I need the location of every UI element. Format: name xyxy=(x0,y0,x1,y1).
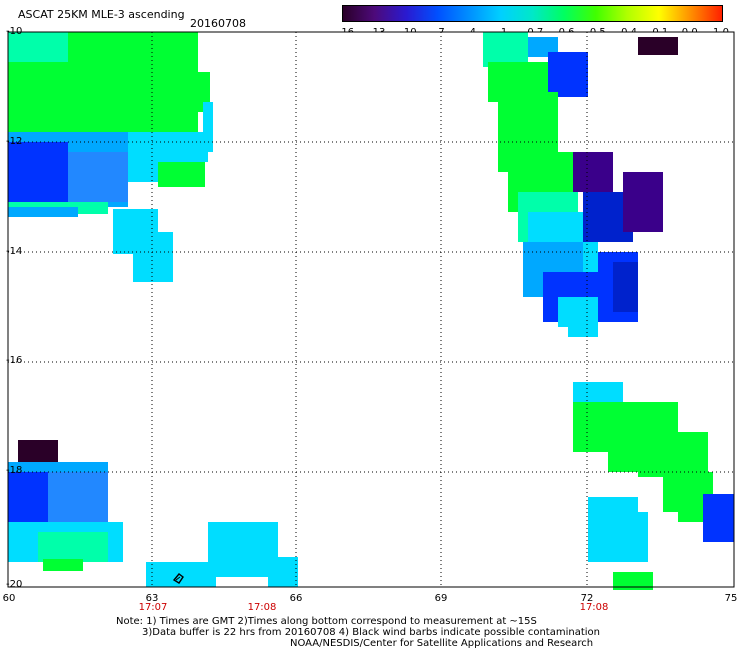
chart-date: 20160708 xyxy=(190,17,246,30)
swath-cell xyxy=(38,532,108,562)
lat-label-18: -18 xyxy=(6,465,23,476)
time-label-2: 17:08 xyxy=(247,602,277,613)
swath-cell xyxy=(128,132,208,162)
swath-cell xyxy=(8,32,68,62)
grid-group xyxy=(8,32,734,587)
swath-cell xyxy=(483,32,528,67)
swath-cell xyxy=(548,52,588,97)
colorbar xyxy=(342,5,723,22)
lon-label-63: 63 xyxy=(145,593,159,604)
swath-cell xyxy=(43,559,83,571)
swath-cell xyxy=(568,322,598,337)
lat-label-12: -12 xyxy=(6,136,23,147)
lat-label-14: -14 xyxy=(6,246,23,257)
swath-cell xyxy=(703,494,734,542)
map-border xyxy=(7,31,735,588)
swath-cell xyxy=(133,232,173,282)
map-svg xyxy=(7,31,735,590)
note-line-2: 3)Data buffer is 22 hrs from 20160708 4)… xyxy=(142,627,600,638)
swath-cell xyxy=(146,562,216,587)
swath-cell xyxy=(68,42,128,82)
note-line-3: NOAA/NESDIS/Center for Satellite Applica… xyxy=(290,638,594,649)
lat-label-20: -20 xyxy=(6,579,23,590)
swath-group xyxy=(8,32,734,590)
lon-label-60: 60 xyxy=(2,593,16,604)
swath-cell xyxy=(8,207,78,217)
lon-label-75: 75 xyxy=(724,593,738,604)
lat-label-16: -16 xyxy=(6,355,23,366)
swath-cell xyxy=(160,162,205,187)
swath-cell xyxy=(573,152,613,192)
lat-label-10: -10 xyxy=(6,26,23,37)
lon-label-69: 69 xyxy=(434,593,448,604)
lon-label-72: 72 xyxy=(580,593,594,604)
swath-cell xyxy=(203,102,213,152)
swath-cell xyxy=(638,37,678,55)
lon-label-66: 66 xyxy=(289,593,303,604)
swath-cell xyxy=(623,172,663,232)
swath-cell xyxy=(8,142,68,202)
swath-cell xyxy=(68,152,128,202)
chart-title: ASCAT 25KM MLE-3 ascending xyxy=(18,8,185,21)
map-frame xyxy=(7,31,735,590)
wind-barb-contamination-icon xyxy=(172,573,184,584)
time-label-3: 17:08 xyxy=(579,602,609,613)
swath-cell xyxy=(613,572,653,590)
time-label-1: 17:07 xyxy=(138,602,168,613)
note-line-1: Note: 1) Times are GMT 2)Times along bot… xyxy=(116,616,537,627)
swath-cell xyxy=(268,557,298,587)
swath-cell xyxy=(613,262,638,312)
swath-cell xyxy=(608,512,648,562)
swath-cell xyxy=(208,522,278,577)
